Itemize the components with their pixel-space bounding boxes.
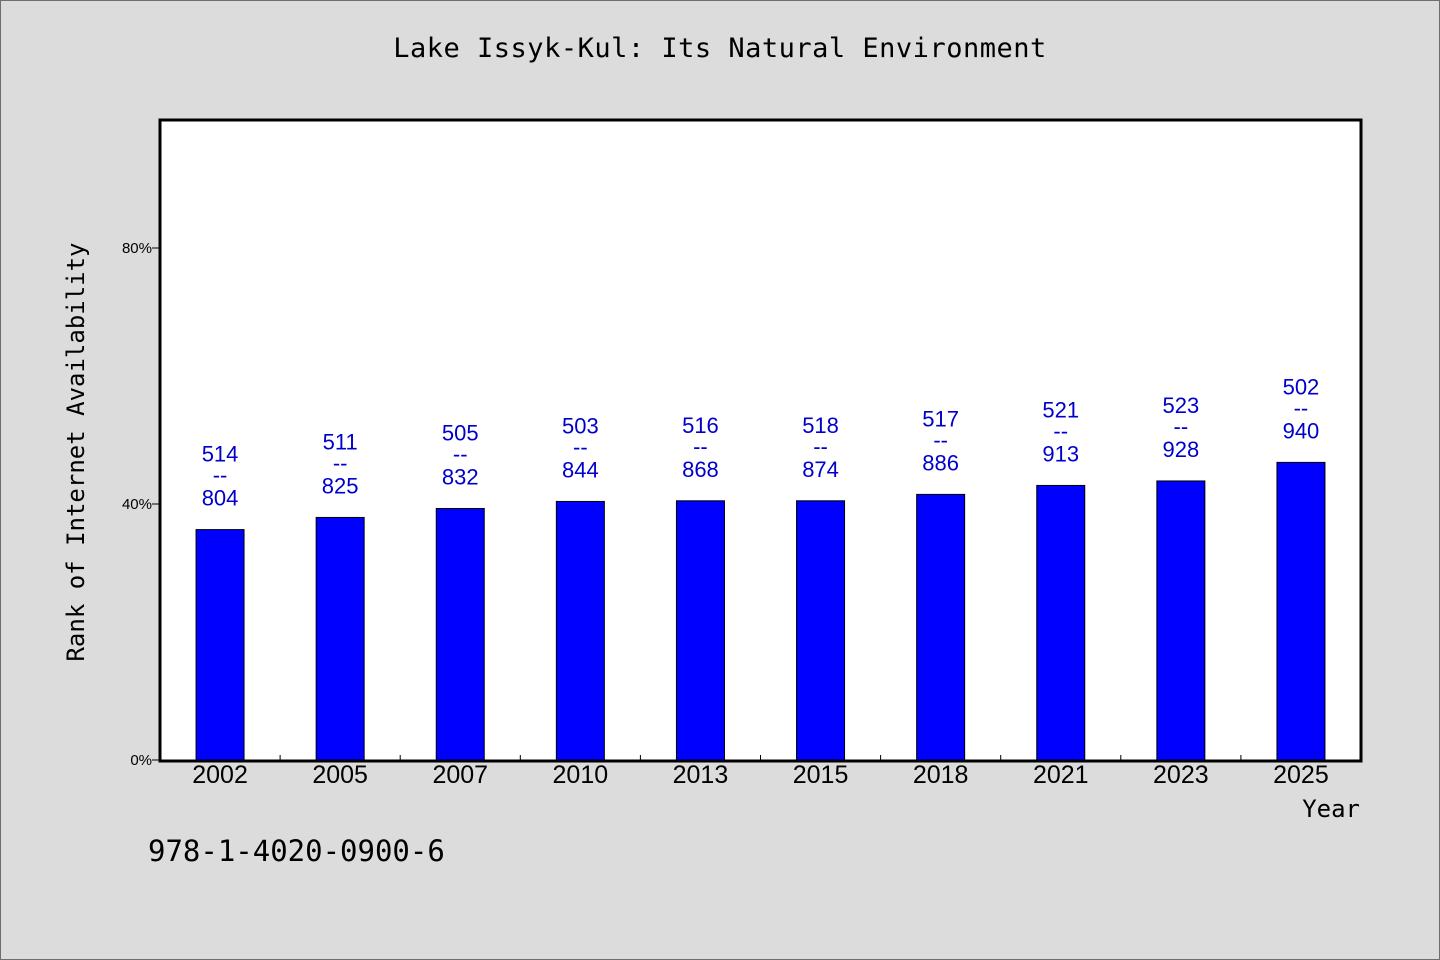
bar-label-top: 523 <box>1162 393 1199 418</box>
bar-label: 503--844 <box>562 413 599 482</box>
bar-labels: 514--804511--825505--832503--844516--868… <box>202 374 1320 510</box>
bar-label: 514--804 <box>202 442 239 511</box>
bar-label-separator: -- <box>1174 414 1189 439</box>
x-axis: 2002 2005 2007 2010 2013 2015 2018 2021 2023 2025 <box>192 755 1329 789</box>
bar-label-separator: -- <box>933 427 948 452</box>
x-tick-label: 2021 <box>1033 761 1089 789</box>
x-tick-label: 2002 <box>192 761 248 789</box>
y-tick-label: 40% <box>122 496 152 513</box>
bar <box>1036 484 1086 761</box>
bar-label: 511--825 <box>322 429 359 498</box>
x-tick-label: 2013 <box>673 761 729 789</box>
bar-label-top: 503 <box>562 413 599 438</box>
bar-label-separator: -- <box>573 434 588 459</box>
y-tick-label: 80% <box>122 240 152 257</box>
bar-label-separator: -- <box>1053 418 1068 443</box>
bar-label-bottom: 804 <box>202 486 239 511</box>
bar-label: 516--868 <box>682 413 719 482</box>
bar-label-separator: -- <box>333 450 348 475</box>
bar-label-top: 511 <box>323 429 358 454</box>
bar-label: 518--874 <box>802 413 839 482</box>
bar-label-bottom: 832 <box>442 464 479 489</box>
bar-label: 517--886 <box>922 406 959 475</box>
bar-label-separator: -- <box>213 463 228 488</box>
bar-label-top: 514 <box>202 442 239 467</box>
bar-label-top: 521 <box>1042 397 1079 422</box>
x-tick-label: 2018 <box>913 761 969 789</box>
bar-label-bottom: 874 <box>802 457 839 482</box>
bar-label-top: 518 <box>802 413 839 438</box>
bar <box>315 516 365 761</box>
bar-label: 505--832 <box>442 420 479 489</box>
bar <box>675 500 725 761</box>
bar-label-separator: -- <box>693 434 708 459</box>
bar <box>435 507 485 761</box>
bar-label: 521--913 <box>1042 397 1079 466</box>
bar-label-bottom: 928 <box>1162 437 1199 462</box>
bar <box>1156 480 1206 761</box>
bar-label-bottom: 913 <box>1042 441 1079 466</box>
x-axis-title: Year <box>1302 795 1360 823</box>
bar-label-bottom: 868 <box>682 457 719 482</box>
bar-label-top: 505 <box>442 420 479 445</box>
bar <box>1276 461 1326 761</box>
bar-label: 523--928 <box>1162 393 1199 462</box>
y-axis: 0% 40% 80% <box>122 240 160 769</box>
chart-title: Lake Issyk-Kul: Its Natural Environment <box>393 33 1047 64</box>
x-tick-label: 2015 <box>793 761 849 789</box>
x-tick-label: 2025 <box>1273 761 1329 789</box>
bar-label: 502--940 <box>1283 374 1320 443</box>
bar <box>916 493 966 761</box>
bar-label-bottom: 940 <box>1283 418 1320 443</box>
bars <box>195 461 1326 761</box>
bar <box>555 500 605 761</box>
bar-label-top: 516 <box>682 413 719 438</box>
y-tick-label: 0% <box>130 752 152 769</box>
bar-label-top: 517 <box>922 406 959 431</box>
bar <box>195 529 245 761</box>
bar-label-separator: -- <box>1294 395 1309 420</box>
y-axis-title: Rank of Internet Availability <box>62 242 90 661</box>
x-tick-label: 2007 <box>432 761 488 789</box>
x-tick-label: 2010 <box>553 761 609 789</box>
bar-label-separator: -- <box>813 434 828 459</box>
bar-label-bottom: 844 <box>562 457 599 482</box>
bar-label-bottom: 886 <box>922 450 959 475</box>
bar-label-separator: -- <box>453 441 468 466</box>
bar-label-bottom: 825 <box>322 473 359 498</box>
x-tick-label: 2023 <box>1153 761 1209 789</box>
isbn-label: 978-1-4020-0900-6 <box>148 834 445 868</box>
x-tick-label: 2005 <box>312 761 368 789</box>
bar <box>796 500 846 761</box>
bar-label-top: 502 <box>1283 374 1320 399</box>
